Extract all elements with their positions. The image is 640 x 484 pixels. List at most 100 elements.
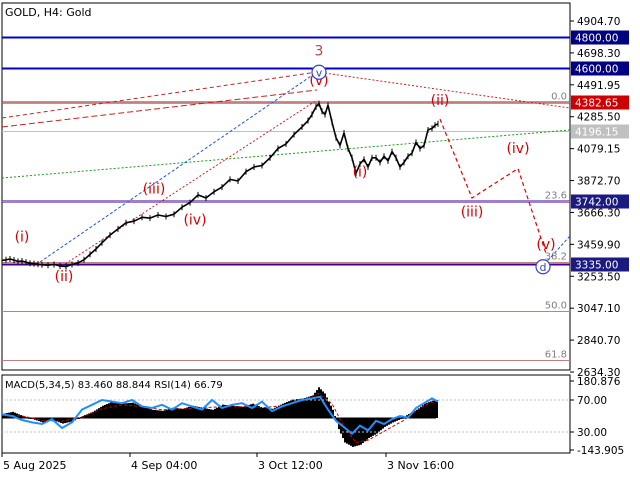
level-badge-label: 4800.00 — [575, 33, 618, 45]
macd-histogram-bar — [126, 403, 128, 418]
macd-histogram-bar — [332, 409, 334, 418]
macd-histogram-bar — [40, 418, 42, 422]
macd-histogram-bar — [164, 410, 166, 418]
macd-histogram-bar — [400, 418, 402, 420]
macd-histogram-bar — [300, 398, 302, 418]
macd-histogram-bar — [146, 407, 148, 418]
macd-histogram-bar — [170, 408, 172, 418]
macd-histogram-bar — [334, 415, 336, 418]
level-badge — [571, 95, 629, 110]
macd-histogram-bar — [216, 407, 218, 418]
macd-histogram-bar — [200, 407, 202, 418]
rsi-line — [1, 395, 439, 435]
macd-histogram-bar — [278, 405, 280, 418]
macd-histogram-bar — [186, 407, 188, 418]
macd-histogram-bar — [236, 406, 238, 418]
macd-histogram-bar — [422, 405, 424, 418]
trendline-red-dashed-lower — [1, 89, 318, 128]
macd-histogram-bar — [212, 409, 214, 418]
macd-histogram-bar — [64, 418, 66, 424]
level-badge-label: 3335.00 — [575, 260, 618, 272]
symbol-label: GOLD, H4: Gold — [5, 6, 92, 19]
wave-label: (iv) — [183, 213, 206, 229]
y-tick-label: 3459.90 — [577, 239, 620, 251]
level-badge-label: 3742.00 — [575, 197, 618, 209]
macd-histogram-bar — [276, 406, 278, 418]
macd-histogram-bar — [242, 406, 244, 418]
price-panel-frame — [1, 2, 571, 371]
level-badge-label: 4196.15 — [575, 127, 618, 139]
macd-histogram-bar — [204, 408, 206, 418]
macd-histogram-bar — [266, 408, 268, 418]
macd-histogram-bar — [106, 404, 108, 418]
macd-histogram-bar — [310, 396, 312, 418]
macd-histogram-bar — [124, 403, 126, 418]
macd-histogram-bar — [224, 404, 226, 418]
macd-histogram-bar — [288, 401, 290, 418]
price-series-layer — [1, 100, 439, 270]
macd-histogram-bar — [160, 410, 162, 418]
macd-histogram-bar — [248, 404, 250, 418]
macd-histogram-bar — [116, 402, 118, 418]
macd-histogram-bar — [284, 402, 286, 418]
fib-label: 61.8 — [545, 350, 567, 361]
indicator-tick-label: 180.876 — [577, 376, 621, 388]
macd-histogram-bar — [258, 406, 260, 418]
macd-histogram-bar — [12, 411, 14, 418]
macd-histogram-bar — [264, 407, 266, 418]
macd-histogram-bar — [436, 399, 438, 418]
y-tick-label: 4904.70 — [577, 16, 620, 28]
macd-histogram-bar — [134, 403, 136, 418]
wave-label: (i) — [15, 229, 30, 245]
macd-histogram-bar — [302, 398, 304, 418]
macd-histogram-bar — [260, 406, 262, 418]
macd-histogram-bar — [374, 418, 376, 435]
macd-histogram-bar — [24, 416, 26, 418]
macd-histogram-bar — [320, 389, 322, 418]
wave-label: d — [540, 261, 547, 274]
wave-label: (i) — [353, 164, 368, 180]
indicator-tick-label: 30.00 — [577, 427, 607, 439]
macd-histogram-bar — [156, 410, 158, 418]
macd-histogram-bar — [380, 418, 382, 431]
macd-histogram-bar — [88, 413, 90, 418]
macd-histogram-bar — [136, 404, 138, 418]
x-tick-label: 5 Aug 2025 — [3, 459, 66, 472]
macd-histogram-bar — [322, 391, 324, 418]
macd-histogram-bar — [110, 402, 112, 418]
macd-histogram-bar — [274, 407, 276, 418]
wave-circle — [535, 259, 551, 275]
macd-histogram-bar — [254, 404, 256, 418]
macd-histogram-bar — [250, 404, 252, 418]
macd-histogram-bar — [222, 404, 224, 418]
wave-label: (iv) — [506, 141, 529, 157]
macd-histogram-bar — [102, 405, 104, 418]
price-levels-layer: 4800.00 4600.00 4382.65 4196.15 3742.00 3335.… — [2, 30, 629, 272]
macd-histogram-bar — [342, 418, 344, 439]
macd-histogram-bar — [244, 406, 246, 418]
macd-histogram-bar — [184, 408, 186, 418]
macd-histogram-bar — [262, 407, 264, 418]
indicator-title: MACD(5,34,5) 83.460 88.844 RSI(14) 66.79 — [5, 380, 223, 391]
indicator-tick-label: 70.00 — [577, 395, 607, 407]
macd-histogram-bar — [34, 418, 36, 420]
macd-histogram-bar — [174, 407, 176, 418]
wave-label: (iii) — [143, 181, 166, 197]
macd-histogram-bar — [180, 408, 182, 418]
trendline-red-dotted-right — [316, 71, 571, 109]
price-axis: 4904.70 4698.30 4491.95 4285.50 4079.15 3872.… — [570, 16, 620, 379]
macd-histogram-bar — [44, 418, 46, 423]
macd-histogram-bar — [414, 410, 416, 418]
macd-histogram-bar — [84, 415, 86, 418]
macd-histogram-bar — [412, 411, 414, 418]
macd-histogram-bar — [130, 402, 132, 418]
macd-histogram-bar — [376, 418, 378, 434]
macd-histogram-bar — [428, 402, 430, 418]
y-tick-label: 4285.50 — [577, 112, 620, 124]
macd-histogram-bar — [118, 402, 120, 418]
macd-histogram-bar — [296, 399, 298, 418]
macd-histogram-bar — [54, 418, 56, 421]
forecast-path — [439, 118, 547, 254]
macd-histogram-bar — [396, 418, 398, 421]
